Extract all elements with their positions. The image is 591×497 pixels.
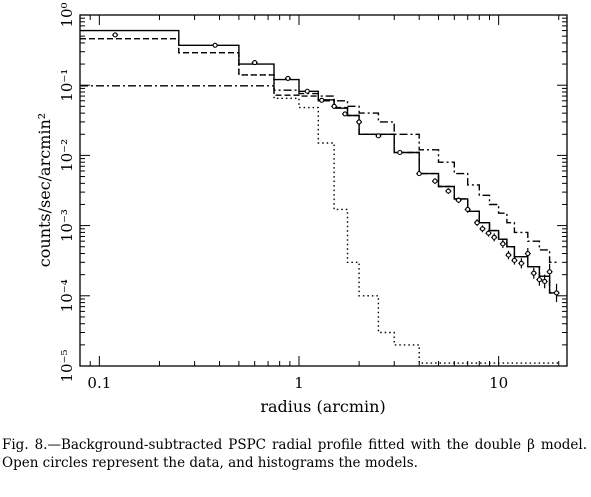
x-axis-label: radius (arcmin): [260, 397, 385, 416]
data-point-marker: [432, 178, 438, 184]
data-point: [455, 197, 462, 204]
data-point-marker: [465, 206, 471, 212]
data-point-marker: [536, 277, 542, 283]
y-tick-label: 10⁰: [58, 2, 76, 27]
model-histogram-dotted: [80, 38, 559, 364]
data-point-marker: [479, 226, 486, 232]
figure-caption: Fig. 8.—Background-subtracted PSPC radia…: [2, 437, 587, 471]
axis-ticks: [79, 14, 567, 367]
data-point: [464, 205, 471, 213]
data-point-marker: [331, 103, 337, 109]
plot-frame: [79, 14, 568, 367]
data-point-marker: [285, 75, 291, 81]
data-point: [356, 119, 363, 125]
data-point-marker: [491, 234, 497, 240]
data-point-marker: [518, 260, 524, 266]
data-point: [524, 247, 531, 260]
data-point-marker: [445, 188, 451, 194]
data-point-marker: [456, 197, 462, 203]
data-point-marker: [547, 269, 553, 275]
data-point: [212, 42, 219, 48]
data-point: [112, 32, 119, 38]
data-point-marker: [375, 133, 381, 139]
data-point-marker: [474, 220, 480, 226]
data-point: [318, 97, 325, 103]
model-histograms: [80, 29, 559, 364]
data-point: [416, 171, 423, 177]
radial-profile-chart: 0.1 1 10 10⁻⁵ 10⁻⁴ 10⁻³ 10⁻² 10⁻¹ 10⁰ radius (ar…: [35, 2, 568, 416]
data-point-marker: [511, 257, 517, 263]
model-histogram-dashed: [80, 38, 559, 294]
data-point: [251, 60, 258, 66]
x-tick-label: 0.1: [87, 374, 111, 392]
data-point-marker: [112, 32, 118, 38]
data-point: [518, 258, 525, 269]
data-point-marker: [525, 250, 531, 257]
y-tick-label: 10⁻¹: [58, 69, 76, 102]
model-histogram-solid: [80, 29, 559, 294]
data-point: [342, 111, 349, 117]
data-point: [304, 88, 311, 94]
axis-tick-labels: 0.1 1 10 10⁻⁵ 10⁻⁴ 10⁻³ 10⁻² 10⁻¹ 10⁰: [58, 2, 508, 392]
data-point: [530, 267, 537, 279]
data-point: [546, 263, 553, 280]
data-point: [474, 219, 481, 227]
data-point: [431, 178, 438, 185]
data-point: [553, 283, 560, 303]
y-tick-label: 10⁻⁵: [58, 349, 76, 382]
data-point-marker: [416, 171, 422, 177]
data-point-marker: [500, 241, 506, 247]
data-point: [284, 75, 291, 81]
data-point: [541, 274, 548, 289]
data-point-marker: [397, 149, 403, 156]
data-points: [112, 32, 560, 303]
data-point-marker: [304, 88, 310, 94]
data-point: [536, 273, 543, 286]
y-tick-label: 10⁻²: [58, 139, 76, 172]
data-point-marker: [356, 119, 362, 125]
data-point-marker: [531, 270, 537, 276]
x-tick-label: 1: [294, 374, 304, 392]
data-point: [499, 239, 506, 249]
data-point: [331, 103, 338, 109]
data-point: [511, 256, 518, 265]
y-tick-label: 10⁻³: [58, 209, 76, 242]
data-point: [396, 149, 403, 156]
y-tick-label: 10⁻⁴: [58, 279, 76, 312]
data-point-marker: [485, 230, 492, 236]
model-histogram-dash-dot: [80, 85, 559, 263]
data-point: [491, 233, 498, 242]
data-point: [505, 250, 512, 260]
data-point-marker: [212, 42, 218, 48]
data-point-marker: [342, 111, 348, 117]
data-point: [479, 225, 486, 233]
x-tick-label: 10: [489, 374, 508, 392]
data-point: [445, 188, 452, 195]
data-point-marker: [505, 252, 512, 258]
data-point: [485, 229, 492, 237]
y-axis-label: counts/sec/arcmin²: [35, 113, 54, 267]
data-point-marker: [553, 290, 560, 296]
data-point-marker: [319, 97, 325, 103]
data-point-marker: [542, 278, 548, 285]
data-point: [375, 133, 382, 139]
data-point-marker: [252, 60, 258, 66]
